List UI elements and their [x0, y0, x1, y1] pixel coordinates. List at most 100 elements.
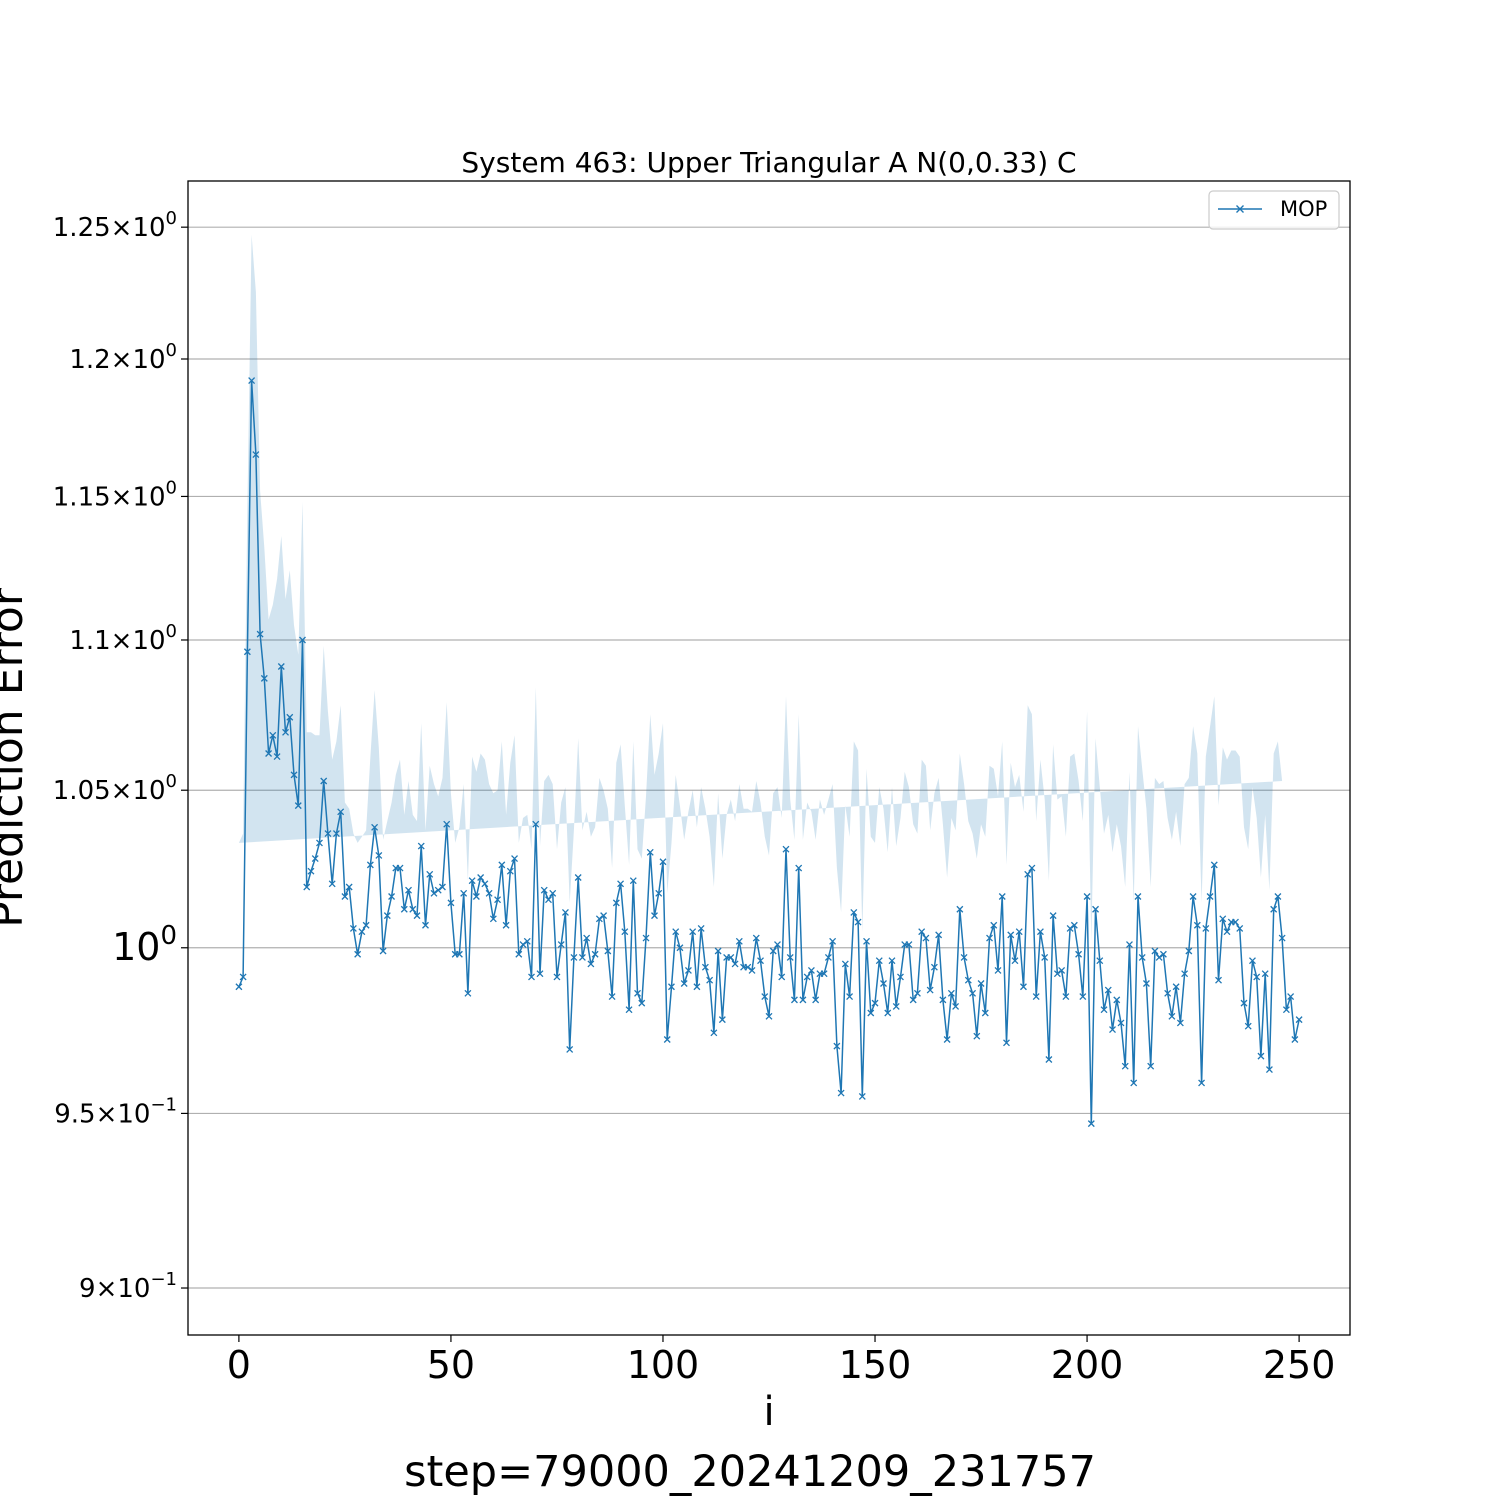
data-point: [1193, 921, 1201, 929]
data-point: [290, 771, 298, 779]
data-point: [1130, 1079, 1138, 1087]
data-point: [604, 947, 612, 955]
data-point: [532, 820, 540, 828]
data-point: [235, 983, 243, 991]
data-point: [718, 1016, 726, 1024]
data-point: [714, 947, 722, 955]
data-point: [850, 908, 858, 916]
data-point: [854, 918, 862, 926]
data-point: [884, 1009, 892, 1017]
data-point: [574, 874, 582, 881]
data-point: [578, 954, 586, 961]
data-point: [1126, 941, 1133, 949]
data-point: [294, 802, 302, 810]
data-point: [511, 855, 519, 863]
plot-frame: [187, 180, 1351, 1336]
data-point: [1100, 1006, 1108, 1014]
series-markers: [235, 377, 1303, 1128]
data-point: [561, 908, 569, 916]
data-point: [273, 753, 281, 761]
data-point: [494, 896, 502, 904]
data-point: [1032, 993, 1040, 1001]
x-tick-label: 150: [839, 1343, 912, 1387]
data-point: [1295, 1016, 1303, 1024]
data-point: [286, 713, 294, 721]
data-point: [396, 864, 404, 872]
data-point: [1265, 1066, 1273, 1073]
data-point: [358, 928, 366, 936]
data-point: [1015, 928, 1023, 936]
data-point: [464, 989, 472, 997]
data-point: [880, 980, 887, 987]
data-point: [774, 941, 781, 949]
data-point: [621, 928, 629, 936]
data-point: [557, 941, 565, 949]
data-point: [434, 886, 442, 894]
data-point: [583, 934, 591, 942]
data-point: [1278, 934, 1286, 942]
data-point: [332, 830, 340, 838]
data-point: [417, 842, 425, 850]
data-point: [1159, 950, 1167, 958]
data-point: [744, 963, 752, 971]
data-point: [523, 937, 531, 945]
data-point: [489, 915, 497, 923]
data-point: [1155, 954, 1163, 961]
data-point: [1121, 1062, 1129, 1070]
series-band-mop: [238, 234, 1283, 942]
data-point: [1003, 1039, 1010, 1047]
data-point: [481, 880, 489, 888]
data-point: [1011, 957, 1019, 965]
data-point: [1142, 980, 1150, 987]
data-point: [659, 858, 667, 866]
data-point: [672, 928, 680, 936]
data-point: [303, 883, 311, 891]
data-point: [867, 1009, 875, 1017]
data-point: [926, 986, 934, 994]
y-axis-ticks: 9×10−1 9.5×10−1 100 1.05×100 1.1×100 1.15×100…: [53, 208, 188, 1304]
data-point: [782, 845, 790, 853]
data-point: [846, 993, 854, 1001]
data-point: [1024, 870, 1032, 878]
data-point: [375, 851, 383, 859]
data-point: [803, 973, 811, 981]
data-point: [1066, 924, 1074, 932]
data-point: [943, 1036, 951, 1043]
data-point: [320, 777, 328, 785]
data-point: [1070, 921, 1078, 929]
data-point: [1253, 973, 1261, 981]
data-point: [1244, 1022, 1252, 1030]
data-point: [354, 950, 362, 958]
data-point: [545, 896, 552, 904]
x-tick-label: 100: [627, 1343, 700, 1387]
data-point: [256, 630, 264, 638]
data-point: [307, 867, 315, 875]
data-point: [841, 960, 849, 968]
data-point: [1007, 931, 1015, 939]
data-point: [960, 954, 968, 961]
data-point: [986, 934, 993, 942]
data-point: [519, 941, 527, 949]
data-point: [1138, 954, 1146, 961]
data-point: [587, 960, 595, 968]
data-point: [1079, 993, 1087, 1001]
data-point: [316, 839, 323, 847]
y-tick-label: 1.2×100: [69, 340, 177, 375]
data-point: [366, 861, 374, 869]
data-point: [1083, 893, 1091, 900]
data-point: [981, 1009, 989, 1017]
data-point: [680, 980, 688, 987]
data-point: [506, 867, 514, 875]
data-point: [1096, 957, 1104, 965]
data-point: [668, 983, 675, 991]
data-point: [553, 973, 561, 981]
data-point: [795, 864, 803, 872]
data-point: [871, 999, 879, 1007]
data-point: [383, 912, 391, 920]
x-tick-label: 250: [1263, 1343, 1336, 1387]
data-point: [765, 1012, 773, 1020]
data-point: [757, 957, 764, 965]
data-point: [930, 963, 938, 971]
data-point: [994, 966, 1002, 974]
